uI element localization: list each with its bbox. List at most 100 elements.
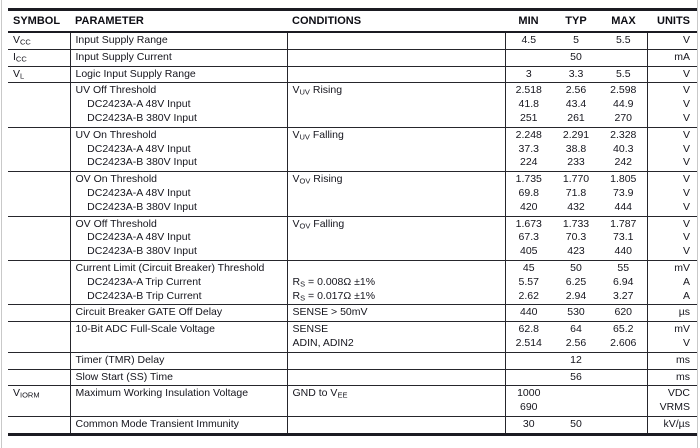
- typ-cell: 530: [552, 304, 600, 322]
- conditions-cell: [287, 65, 506, 83]
- conditions-cell: [287, 415, 506, 435]
- conditions-cell: VOV Rising: [287, 171, 506, 217]
- max-cell: [600, 385, 648, 417]
- units-cell: V: [647, 65, 697, 83]
- parameter-cell: Slow Start (SS) Time: [70, 368, 288, 386]
- max-cell: [600, 415, 648, 435]
- units-cell: mV V: [647, 321, 697, 353]
- max-cell: 55 6.94 3.27: [600, 259, 648, 305]
- typ-cell: 1.770 71.8 432: [552, 171, 600, 217]
- parameter-cell: Input Supply Current: [70, 48, 288, 67]
- col-header-min: MIN: [505, 9, 552, 33]
- units-cell: µs: [647, 304, 697, 322]
- symbol-cell: [8, 259, 71, 305]
- conditions-cell: [287, 368, 506, 386]
- spec-row: Circuit Breaker GATE Off Delay SENSE > 50…: [8, 304, 697, 322]
- symbol-cell: [8, 415, 71, 435]
- min-cell: [505, 351, 552, 370]
- spec-row: VIORM Maximum Working Insulation Voltage G…: [8, 385, 697, 417]
- spec-row: OV Off Threshold DC2423A-A 48V Input DC2…: [8, 215, 697, 261]
- conditions-cell: [287, 31, 506, 50]
- min-cell: 1000 690: [505, 385, 552, 417]
- max-cell: [600, 351, 648, 370]
- symbol-cell: VL: [8, 65, 71, 83]
- typ-cell: 2.291 38.8 233: [552, 126, 600, 172]
- max-cell: [600, 368, 648, 386]
- conditions-cell: SENSE ADIN, ADIN2: [287, 321, 506, 353]
- col-header-symbol: SYMBOL: [8, 9, 70, 33]
- symbol-cell: [8, 321, 71, 353]
- max-cell: 2.598 44.9 270: [600, 82, 648, 128]
- min-cell: [505, 48, 552, 67]
- table-body: VCC Input Supply Range 4.5 5 5.5 V ICC Input S…: [8, 31, 697, 435]
- max-cell: 1.805 73.9 444: [600, 171, 648, 217]
- min-cell: 4.5: [505, 31, 552, 50]
- min-cell: 45 5.57 2.62: [505, 259, 552, 305]
- max-cell: 5.5: [600, 31, 648, 50]
- typ-cell: 5: [552, 31, 600, 50]
- conditions-cell: [287, 48, 506, 67]
- units-cell: kV/µs: [647, 415, 697, 435]
- max-cell: 1.787 73.1 440: [600, 215, 648, 261]
- typ-cell: 1.733 70.3 423: [552, 215, 600, 261]
- typ-cell: [552, 385, 600, 417]
- conditions-cell: VOV Falling: [287, 215, 506, 261]
- symbol-cell: [8, 351, 71, 370]
- typ-cell: 3.3: [552, 65, 600, 83]
- units-cell: V: [647, 31, 697, 50]
- conditions-cell: VUV Rising: [287, 82, 506, 128]
- spec-row: UV On Threshold DC2423A-A 48V Input DC24…: [8, 126, 697, 172]
- symbol-cell: [8, 126, 71, 172]
- units-cell: VDC VRMS: [647, 385, 697, 417]
- min-cell: [505, 368, 552, 386]
- units-cell: mV A A: [647, 259, 697, 305]
- parameter-cell: OV Off Threshold DC2423A-A 48V Input DC2…: [70, 215, 288, 261]
- symbol-cell: [8, 304, 71, 322]
- max-cell: 620: [600, 304, 648, 322]
- spec-row: 10-Bit ADC Full-Scale Voltage SENSE ADIN, …: [8, 321, 697, 353]
- min-cell: 62.8 2.514: [505, 321, 552, 353]
- spec-row: Timer (TMR) Delay 12 ms: [8, 351, 697, 370]
- parameter-cell: 10-Bit ADC Full-Scale Voltage: [70, 321, 288, 353]
- typ-cell: 50: [552, 48, 600, 67]
- table-header-row: SYMBOL PARAMETER CONDITIONS MIN TYP MAX …: [8, 9, 697, 33]
- min-cell: 2.518 41.8 251: [505, 82, 552, 128]
- typ-cell: 50: [552, 415, 600, 435]
- units-cell: ms: [647, 351, 697, 370]
- spec-row: VL Logic Input Supply Range 3 3.3 5.5 V: [8, 65, 697, 83]
- typ-cell: 12: [552, 351, 600, 370]
- parameter-cell: UV Off Threshold DC2423A-A 48V Input DC2…: [70, 82, 288, 128]
- symbol-cell: [8, 82, 71, 128]
- units-cell: mA: [647, 48, 697, 67]
- typ-cell: 56: [552, 368, 600, 386]
- symbol-cell: VCC: [8, 31, 71, 50]
- symbol-cell: ICC: [8, 48, 71, 67]
- parameter-cell: Circuit Breaker GATE Off Delay: [70, 304, 288, 322]
- col-header-units: UNITS: [647, 9, 697, 33]
- page-edge-line-left: [1, 0, 2, 448]
- parameter-cell: Input Supply Range: [70, 31, 288, 50]
- max-cell: [600, 48, 648, 67]
- conditions-cell: [287, 351, 506, 370]
- col-header-max: MAX: [600, 9, 647, 33]
- spec-row: ICC Input Supply Current 50 mA: [8, 48, 697, 67]
- conditions-cell: GND to VEE: [287, 385, 506, 417]
- symbol-cell: [8, 368, 71, 386]
- symbol-cell: VIORM: [8, 385, 71, 417]
- typ-cell: 2.56 43.4 261: [552, 82, 600, 128]
- max-cell: 2.328 40.3 242: [600, 126, 648, 172]
- min-cell: 3: [505, 65, 552, 83]
- col-header-parameter: PARAMETER: [70, 9, 287, 33]
- typ-cell: 64 2.56: [552, 321, 600, 353]
- col-header-typ: TYP: [552, 9, 600, 33]
- units-cell: ms: [647, 368, 697, 386]
- parameter-cell: UV On Threshold DC2423A-A 48V Input DC24…: [70, 126, 288, 172]
- min-cell: 2.248 37.3 224: [505, 126, 552, 172]
- spec-row: UV Off Threshold DC2423A-A 48V Input DC2…: [8, 82, 697, 128]
- parameter-cell: Common Mode Transient Immunity: [70, 415, 288, 435]
